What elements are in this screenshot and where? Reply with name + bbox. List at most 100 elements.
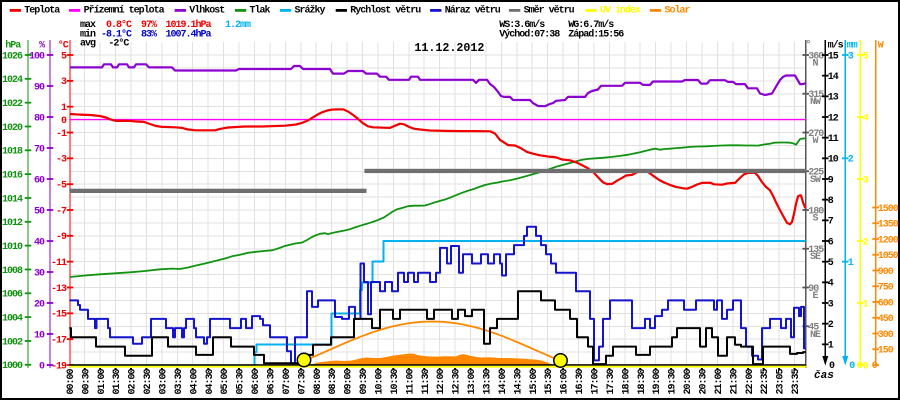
svg-text:40: 40 — [34, 237, 45, 248]
svg-text:11:30: 11:30 — [421, 368, 432, 394]
svg-text:1: 1 — [848, 258, 854, 269]
svg-text:15:00: 15:00 — [529, 368, 540, 394]
svg-text:1020: 1020 — [2, 123, 23, 134]
svg-text:0: 0 — [39, 361, 45, 372]
svg-text:E: E — [813, 291, 819, 302]
svg-text:750: 750 — [878, 283, 894, 294]
svg-text:03:00: 03:00 — [159, 368, 170, 394]
svg-text:0: 0 — [863, 361, 869, 372]
svg-text:1350: 1350 — [878, 220, 899, 231]
svg-text:hPa: hPa — [5, 40, 21, 52]
svg-text:SW: SW — [810, 175, 821, 186]
svg-text:-8.1°C: -8.1°C — [101, 28, 132, 40]
svg-text:06:30: 06:30 — [267, 368, 278, 394]
svg-text:1: 1 — [828, 341, 834, 352]
svg-text:07:30: 07:30 — [297, 368, 308, 394]
svg-text:23:35: 23:35 — [791, 368, 802, 394]
svg-text:45: 45 — [808, 323, 819, 334]
svg-text:22:00: 22:00 — [745, 368, 756, 394]
svg-text:1014: 1014 — [2, 194, 23, 205]
svg-text:90: 90 — [808, 284, 819, 295]
svg-text:1024: 1024 — [2, 75, 23, 86]
svg-text:4: 4 — [863, 113, 869, 124]
svg-text:S: S — [813, 214, 819, 225]
svg-text:600: 600 — [878, 298, 894, 309]
svg-text:mm: mm — [847, 41, 858, 52]
svg-text:15: 15 — [828, 51, 839, 62]
svg-text:20: 20 — [34, 299, 45, 310]
svg-text:30: 30 — [34, 268, 45, 279]
svg-text:09:30: 09:30 — [359, 368, 370, 394]
svg-text:450: 450 — [878, 314, 894, 325]
svg-text:1002: 1002 — [2, 337, 23, 348]
svg-text:150: 150 — [878, 346, 894, 357]
svg-text:°: ° — [806, 39, 811, 51]
svg-text:00:30: 00:30 — [81, 368, 92, 394]
svg-text:180: 180 — [808, 206, 824, 217]
svg-text:02:30: 02:30 — [143, 368, 154, 394]
svg-text:9: 9 — [828, 175, 834, 186]
svg-text:83%: 83% — [141, 29, 157, 40]
svg-text:UV index: UV index — [600, 5, 641, 17]
svg-text:W: W — [813, 136, 819, 147]
svg-text:WS:3.6m/s: WS:3.6m/s — [499, 19, 545, 31]
svg-text:0.8°C: 0.8°C — [106, 19, 132, 31]
svg-text:08:30: 08:30 — [328, 368, 339, 394]
svg-text:-3: -3 — [56, 155, 67, 166]
svg-text:1: 1 — [863, 299, 869, 310]
svg-text:15:30: 15:30 — [544, 368, 555, 394]
svg-text:%: % — [39, 41, 45, 52]
svg-text:17:30: 17:30 — [606, 368, 617, 394]
svg-text:07:00: 07:00 — [282, 368, 293, 394]
svg-text:NW: NW — [810, 97, 821, 108]
svg-text:12: 12 — [828, 113, 839, 124]
svg-text:1018: 1018 — [2, 147, 23, 158]
svg-text:90: 90 — [34, 82, 45, 93]
svg-text:225: 225 — [808, 168, 824, 179]
svg-text:-5: -5 — [56, 181, 67, 192]
svg-text:19:00: 19:00 — [652, 368, 663, 394]
svg-text:17:00: 17:00 — [591, 368, 602, 394]
svg-text:Směr větru: Směr větru — [524, 5, 575, 17]
svg-text:135: 135 — [808, 245, 824, 256]
svg-text:13: 13 — [828, 93, 839, 104]
svg-text:3: 3 — [863, 175, 869, 186]
svg-text:-11: -11 — [51, 258, 67, 269]
svg-text:04:30: 04:30 — [205, 368, 216, 394]
svg-text:5: 5 — [828, 258, 834, 269]
svg-text:-9: -9 — [56, 232, 67, 243]
svg-text:0: 0 — [872, 361, 878, 372]
svg-text:10:30: 10:30 — [390, 368, 401, 394]
svg-text:Přízemní teplota: Přízemní teplota — [84, 5, 165, 17]
svg-text:max: max — [80, 20, 96, 31]
svg-text:01:30: 01:30 — [112, 368, 123, 394]
svg-text:97%: 97% — [141, 20, 157, 31]
svg-text:m/s: m/s — [828, 40, 844, 52]
svg-text:18:30: 18:30 — [637, 368, 648, 394]
svg-text:50: 50 — [34, 206, 45, 217]
svg-text:100: 100 — [29, 51, 45, 62]
svg-text:2: 2 — [828, 320, 834, 331]
svg-text:Srážky: Srážky — [295, 5, 326, 17]
svg-text:3: 3 — [848, 51, 854, 62]
svg-text:270: 270 — [808, 129, 824, 140]
svg-text:Náraz větru: Náraz větru — [445, 5, 501, 17]
svg-text:11: 11 — [828, 134, 839, 145]
svg-text:900: 900 — [878, 267, 894, 278]
svg-text:2: 2 — [863, 237, 869, 248]
svg-text:-7: -7 — [56, 206, 67, 217]
svg-text:2: 2 — [848, 155, 854, 166]
svg-text:03:30: 03:30 — [174, 368, 185, 394]
svg-text:04:00: 04:00 — [189, 368, 200, 394]
svg-text:1050: 1050 — [878, 251, 899, 262]
svg-text:08:00: 08:00 — [313, 368, 324, 394]
svg-text:21:00: 21:00 — [714, 368, 725, 394]
svg-text:11:00: 11:00 — [405, 368, 416, 394]
svg-text:0: 0 — [849, 361, 855, 372]
svg-text:1.2mm: 1.2mm — [225, 20, 251, 31]
svg-text:WG:6.7m/s: WG:6.7m/s — [568, 19, 614, 31]
svg-text:16:30: 16:30 — [575, 368, 586, 394]
svg-text:14:30: 14:30 — [513, 368, 524, 394]
svg-text:NE: NE — [810, 330, 821, 341]
svg-text:16:00: 16:00 — [560, 368, 571, 394]
